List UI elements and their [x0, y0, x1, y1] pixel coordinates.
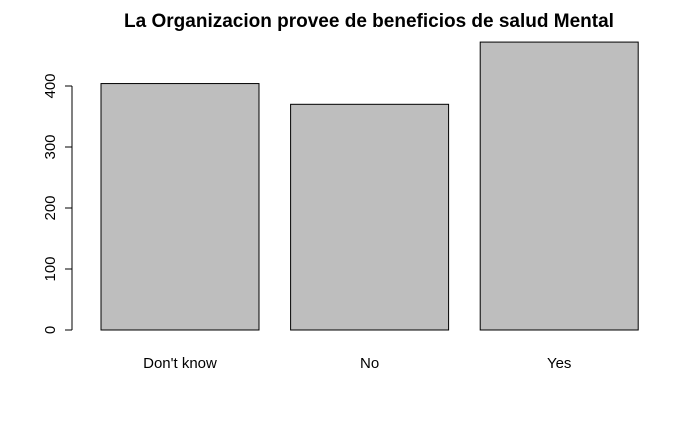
y-tick-label: 100 [42, 256, 59, 281]
x-category-label: Don't know [143, 355, 217, 372]
x-category-label: No [360, 355, 379, 372]
y-axis: 0 100 200 300 400 [42, 73, 73, 334]
y-tick-label: 300 [42, 134, 59, 159]
chart-title: La Organizacion provee de beneficios de … [124, 11, 614, 32]
y-tick-label: 0 [42, 326, 59, 334]
y-tick-label: 200 [42, 195, 59, 220]
bars-group [100, 41, 639, 331]
bar-don-t-know [100, 83, 260, 331]
x-axis-labels: Don't know No Yes [143, 355, 571, 372]
y-tick-label: 400 [42, 73, 59, 98]
x-category-label: Yes [547, 355, 571, 372]
bar-no [290, 103, 450, 331]
bar-yes [479, 41, 639, 331]
